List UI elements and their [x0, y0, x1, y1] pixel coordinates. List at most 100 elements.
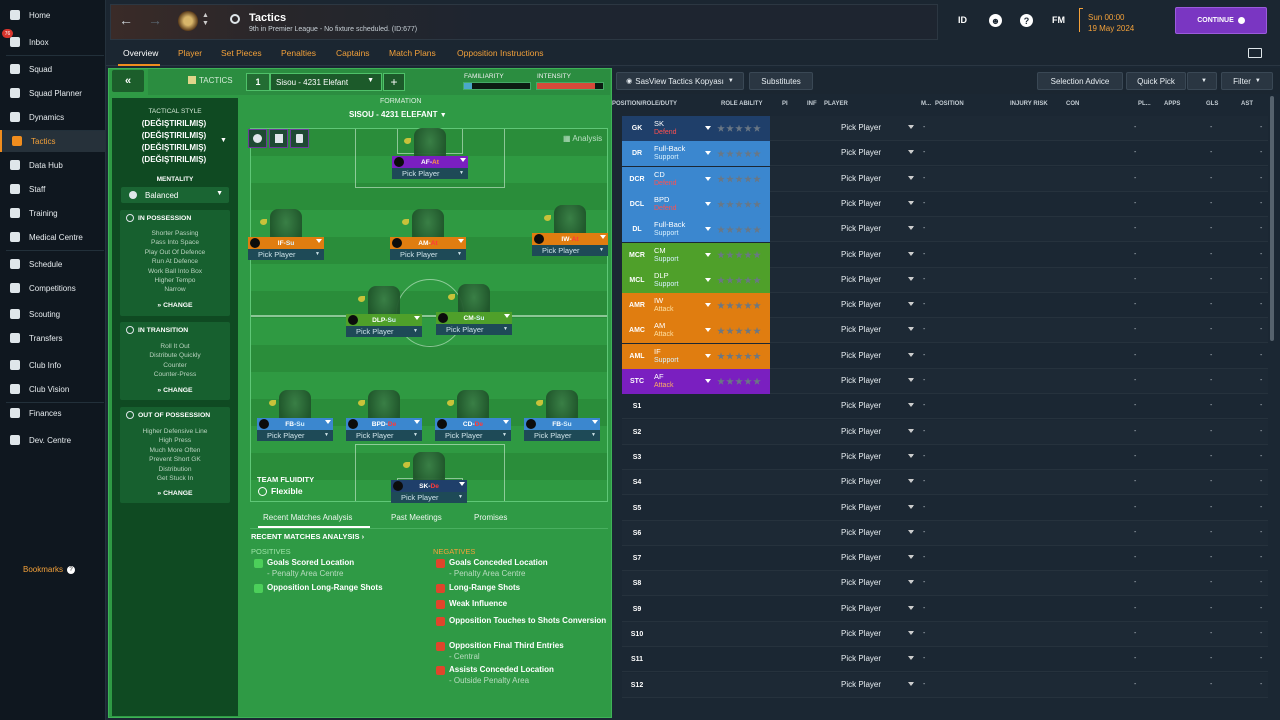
pick-player-select[interactable]: Pick Player	[841, 553, 882, 563]
column-header[interactable]: CON	[1066, 101, 1080, 107]
pick-player-select[interactable]: Pick Player	[841, 603, 882, 613]
chevron-down-icon[interactable]	[908, 200, 914, 205]
pick-player-select[interactable]: Pick Player	[841, 224, 882, 234]
pick-player-select[interactable]: Pick Player	[841, 654, 882, 664]
pick-player-select[interactable]: Pick Player	[841, 376, 882, 385]
tactical-style-name[interactable]: (DEĞIŞTIRILMIŞ) (DEĞIŞTIRILMIŞ) (DEĞIŞTI…	[122, 118, 226, 166]
pick-player-select[interactable]: Pick Player ▼	[524, 430, 600, 441]
sidebar-item-inbox[interactable]: Inbox	[0, 31, 106, 53]
collapse-button[interactable]: «	[112, 70, 144, 92]
chevron-down-icon[interactable]	[908, 352, 914, 357]
tab-opposition-instructions[interactable]: Opposition Instructions	[457, 48, 544, 58]
game-date[interactable]: Sun 00:00 19 May 2024	[1088, 12, 1134, 34]
column-header[interactable]: PLAYER	[824, 101, 848, 107]
column-header[interactable]: POSITION	[935, 101, 964, 107]
chevron-down-icon[interactable]	[908, 580, 914, 585]
role-duty-cell[interactable]: AF Attack	[652, 369, 714, 394]
pick-player-select[interactable]: Pick Player	[841, 477, 882, 487]
chevron-down-icon[interactable]	[908, 631, 914, 635]
column-header[interactable]: INJURY RISK	[1010, 101, 1048, 107]
role-duty-bar[interactable]: FB - Su	[257, 418, 333, 430]
analysis-button[interactable]: ▦ Analysis	[563, 134, 603, 143]
tactic-view-button[interactable]	[248, 129, 267, 148]
tab-overview[interactable]: Overview	[123, 48, 159, 58]
sidebar-item-tactics[interactable]: Tactics	[0, 130, 106, 152]
selection-advice-button[interactable]: Selection Advice	[1037, 72, 1123, 90]
column-header[interactable]: POSITION/ROLE/DUTY	[612, 101, 678, 107]
sidebar-item-club-vision[interactable]: Club Vision	[0, 378, 106, 400]
sidebar-item-dynamics[interactable]: Dynamics	[0, 106, 106, 128]
pick-player-select[interactable]: Pick Player ▼	[346, 430, 422, 441]
chevron-down-icon[interactable]	[908, 479, 914, 484]
role-duty-bar[interactable]: CD - De	[435, 418, 511, 430]
search-icon[interactable]	[230, 14, 240, 24]
column-header[interactable]: ROLE ABILITY	[721, 101, 763, 107]
change-in-transition-button[interactable]: » CHANGE	[157, 387, 193, 394]
tab-past-meetings[interactable]: Past Meetings	[391, 513, 442, 522]
sidebar-item-competitions[interactable]: Competitions	[0, 277, 106, 299]
change-out-of-possession-button[interactable]: » CHANGE	[157, 490, 193, 497]
pick-player-select[interactable]: Pick Player	[841, 325, 882, 335]
forward-arrow-icon[interactable]: →	[148, 12, 162, 28]
role-duty-bar[interactable]: AF - At	[392, 156, 468, 168]
pick-player-select[interactable]: Pick Player	[841, 451, 882, 461]
thumbs-down-item[interactable]: Long-Range Shots	[449, 582, 609, 593]
change-in-possession-button[interactable]: » CHANGE	[157, 302, 193, 309]
sidebar-item-club-info[interactable]: Club Info	[0, 354, 106, 376]
club-logo[interactable]	[178, 11, 198, 31]
stats-view-button[interactable]	[269, 129, 288, 148]
pick-player-select[interactable]: Pick Player ▼	[248, 249, 324, 260]
thumbs-down-item[interactable]: Weak Influence	[449, 598, 609, 609]
chevron-down-icon[interactable]	[908, 150, 914, 155]
mentality-select[interactable]: Balanced ▼	[121, 187, 229, 203]
pick-player-select[interactable]: Pick Player	[841, 401, 882, 411]
tab-player[interactable]: Player	[178, 48, 203, 58]
role-duty-cell[interactable]: SK Defend	[652, 116, 714, 141]
pick-player-select[interactable]: Pick Player	[841, 274, 882, 284]
chevron-down-icon[interactable]	[908, 226, 914, 231]
tactic-select[interactable]: Sisou - 4231 Elefant ▼	[270, 73, 382, 91]
tab-promises[interactable]: Promises	[474, 513, 508, 522]
column-header[interactable]: PL...	[1138, 101, 1151, 107]
role-duty-bar[interactable]: IW - At	[532, 233, 608, 245]
role-duty-bar[interactable]: AM - At	[390, 237, 466, 249]
pick-player-select[interactable]: Pick Player ▼	[392, 168, 468, 179]
thumbs-up-item[interactable]: Opposition Long-Range Shots	[267, 582, 427, 593]
role-duty-cell[interactable]: AM Attack	[652, 318, 714, 344]
tab-set-pieces[interactable]: Set Pieces	[221, 48, 262, 58]
role-duty-cell[interactable]: CD Defend	[652, 166, 714, 192]
pick-player-select[interactable]: Pick Player	[841, 629, 882, 638]
club-switch-chevron-icon[interactable]: ▲ ▼	[202, 12, 209, 27]
role-duty-cell[interactable]: CM Support	[652, 242, 714, 268]
help-circle-icon[interactable]: ?	[1020, 14, 1033, 27]
help-icon[interactable]: ?	[67, 565, 76, 574]
chevron-down-icon[interactable]	[908, 251, 914, 256]
thumbs-down-item[interactable]: Goals Conceded Location - Penalty Area Ce…	[449, 557, 609, 579]
chevron-down-icon[interactable]	[908, 378, 914, 382]
thumbs-down-item[interactable]: Opposition Final Third Entries - Central	[449, 640, 609, 662]
chevron-down-icon[interactable]	[908, 276, 914, 281]
pick-player-select[interactable]: Pick Player	[841, 426, 882, 436]
column-header[interactable]: M...	[921, 101, 931, 107]
sidebar-item-squad[interactable]: Squad	[0, 58, 106, 80]
pick-player-select[interactable]: Pick Player ▼	[435, 430, 511, 441]
fm-menu-button[interactable]: FM	[1052, 15, 1065, 25]
quick-pick-menu[interactable]: ▼	[1187, 72, 1217, 90]
chevron-down-icon[interactable]: ▼	[220, 137, 227, 144]
pick-player-select[interactable]: Pick Player	[841, 527, 882, 537]
bookmarks-button[interactable]: Bookmarks?	[23, 565, 76, 574]
sidebar-item-schedule[interactable]: Schedule	[0, 253, 106, 275]
role-duty-cell[interactable]: Full-Back Support	[652, 141, 714, 167]
